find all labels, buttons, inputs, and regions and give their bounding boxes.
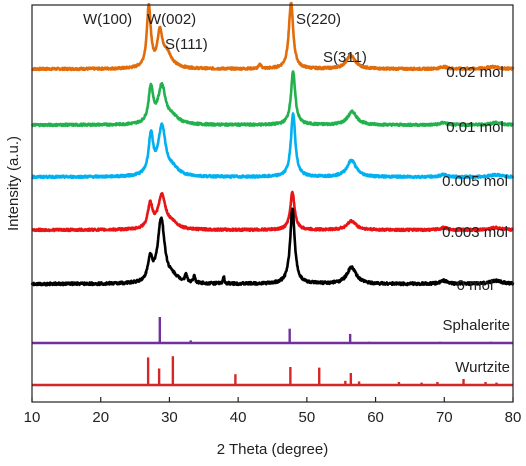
series-line-0-005-mol (30, 112, 515, 180)
series-label-0-01-mol: 0.01 mol (446, 119, 504, 136)
peak-label-w-002: W(002) (147, 11, 196, 28)
series-label-0-02-mol: 0.02 mol (446, 64, 504, 81)
y-axis-title: Intensity (a.u.) (5, 136, 22, 231)
x-axis-title: 2 Theta (degree) (217, 441, 328, 458)
x-tick-label-20: 20 (92, 409, 109, 426)
peak-label-s-220: S(220) (296, 11, 341, 28)
x-tick-label-80: 80 (505, 409, 522, 426)
plot-frame (31, 4, 514, 403)
series-layer (30, 1, 515, 287)
axis-layer: 10 20 30 40 50 60 70 80 2 Theta (degree) Intensit… (5, 4, 522, 458)
x-tick-label-10: 10 (24, 409, 41, 426)
x-tick-label-50: 50 (299, 409, 316, 426)
reference-layer: Sphalerite Wurtzite (32, 317, 513, 387)
series-label-0-003-mol: 0.003 mol (442, 224, 508, 241)
x-tick-label-30: 30 (161, 409, 178, 426)
series-line-0-mol (30, 207, 515, 287)
series-label-0-005-mol: 0.005 mol (442, 173, 508, 190)
peak-label-w-100: W(100) (83, 11, 132, 28)
reference-label-wurtzite: Wurtzite (455, 359, 510, 376)
series-line-0-02-mol (30, 1, 515, 72)
series-line-0-003-mol (30, 190, 514, 233)
peak-label-s-311: S(311) (323, 49, 367, 66)
series-line-0-01-mol (30, 70, 515, 128)
x-tick-label-60: 60 (367, 409, 384, 426)
x-tick-label-70: 70 (436, 409, 453, 426)
reference-label-sphalerite: Sphalerite (442, 317, 510, 334)
series-label-0-mol: 0 mol (457, 277, 494, 294)
label-layer: 0.02 mol 0.01 mol 0.005 mol 0.003 mol 0 mol W… (83, 11, 508, 294)
x-tick-label-40: 40 (230, 409, 247, 426)
peak-label-s-111: S(111) (165, 36, 208, 53)
